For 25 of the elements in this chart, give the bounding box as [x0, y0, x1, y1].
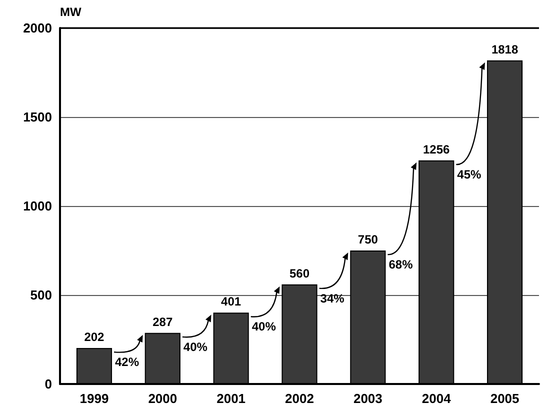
annotation: 68%: [388, 258, 414, 272]
y-tick-label: 1500: [23, 110, 52, 124]
data-label: 1256: [423, 142, 450, 156]
x-tick-label: 2004: [422, 391, 452, 406]
y-tick-label: 500: [30, 288, 52, 302]
y-tick-label: 0: [44, 376, 52, 392]
y-tick-label: 1000: [23, 198, 52, 214]
y-tick-label: 2000: [23, 20, 52, 36]
x-tick-label: 2003: [353, 391, 382, 406]
annotation: 40%: [252, 320, 276, 334]
y-axis-title: MW: [60, 5, 82, 19]
annotation: 42%: [115, 355, 140, 370]
x-tick-label: 2000: [148, 391, 178, 406]
annotation: 40%: [183, 340, 208, 354]
data-label: 560: [289, 266, 310, 280]
data-label: 287: [152, 314, 173, 329]
x-tick-label: 2005: [490, 391, 520, 406]
x-tick-label: 2002: [285, 391, 314, 406]
x-tick-label: 2001: [216, 391, 246, 406]
data-label: 750: [358, 232, 378, 246]
data-label: 401: [221, 294, 242, 309]
data-label: 202: [84, 330, 105, 344]
data-label: 1818: [491, 42, 518, 56]
x-tick-label: 1999: [80, 391, 109, 406]
annotation: 45%: [457, 167, 482, 182]
